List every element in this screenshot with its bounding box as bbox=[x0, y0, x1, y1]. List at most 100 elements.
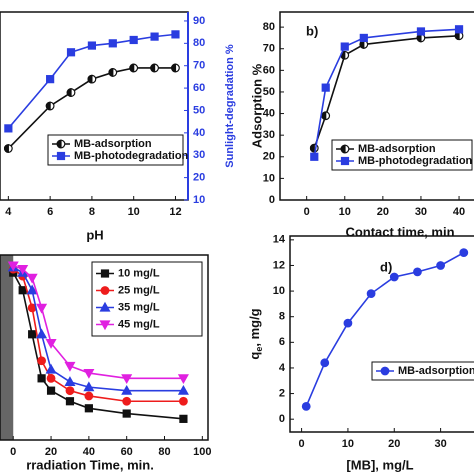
x-tick-label: 40 bbox=[83, 446, 95, 458]
legend-box bbox=[47, 134, 184, 166]
marker bbox=[171, 30, 180, 39]
marker-half bbox=[340, 144, 346, 154]
marker-half bbox=[171, 63, 177, 73]
marker-half bbox=[108, 68, 114, 77]
y-tick-label: 4 bbox=[279, 362, 286, 374]
legend-box bbox=[91, 261, 203, 337]
marker bbox=[64, 376, 76, 386]
y-tick-label: 40 bbox=[263, 107, 275, 119]
y-tick-label: 2 bbox=[279, 387, 285, 399]
marker bbox=[359, 33, 368, 43]
marker-half bbox=[129, 63, 135, 73]
x-tick-label: 0 bbox=[299, 438, 305, 450]
y2-tick-label: 80 bbox=[193, 37, 205, 49]
x-tick-label: 100 bbox=[193, 446, 211, 458]
marker bbox=[179, 396, 188, 406]
y2-axis-label: Sunlight-degradation % bbox=[224, 44, 236, 168]
x-tick-label: 20 bbox=[377, 206, 389, 218]
marker bbox=[321, 83, 330, 92]
marker bbox=[459, 248, 469, 258]
panel-label: b) bbox=[306, 23, 318, 38]
marker bbox=[454, 25, 464, 34]
series-line bbox=[305, 251, 465, 407]
y-tick-label: 50 bbox=[263, 86, 275, 98]
panel-label: d) bbox=[380, 259, 392, 274]
x-tick-label: 12 bbox=[169, 206, 181, 218]
marker bbox=[413, 267, 422, 277]
marker bbox=[87, 74, 97, 84]
x-tick-label: 6 bbox=[47, 206, 53, 218]
x-tick-label: 30 bbox=[434, 438, 446, 450]
marker bbox=[122, 396, 132, 406]
marker bbox=[177, 374, 189, 385]
marker bbox=[37, 356, 46, 366]
y-tick-label: 30 bbox=[263, 129, 275, 141]
legend-label: 35 mg/L bbox=[118, 301, 160, 313]
x-tick-label: 80 bbox=[158, 446, 170, 458]
legend-box bbox=[371, 361, 474, 381]
marker bbox=[45, 101, 55, 111]
y-axis-label: qe, mg/g bbox=[247, 308, 264, 359]
y2-tick-label: 10 bbox=[193, 194, 205, 206]
legend-marker bbox=[56, 151, 66, 161]
plot-frame bbox=[279, 11, 474, 201]
marker bbox=[66, 48, 76, 57]
x-tick-label: 10 bbox=[342, 438, 354, 450]
marker bbox=[26, 284, 38, 295]
marker bbox=[83, 368, 95, 379]
y2-tick-label: 90 bbox=[193, 15, 205, 27]
plot-frame bbox=[0, 254, 209, 441]
y-tick-label: 10 bbox=[263, 172, 275, 184]
marker bbox=[84, 391, 94, 401]
x-axis-label: pH bbox=[86, 227, 103, 242]
x-tick-label: 10 bbox=[339, 206, 351, 218]
marker bbox=[320, 358, 330, 368]
y-tick-label: 20 bbox=[263, 151, 275, 163]
y-tick-label: 14 bbox=[273, 234, 286, 246]
marker bbox=[436, 261, 446, 270]
marker bbox=[301, 401, 311, 411]
y-axis-label-part: , mg/g bbox=[247, 308, 262, 346]
marker bbox=[129, 63, 139, 73]
x-tick-label: 20 bbox=[45, 446, 57, 458]
y-axis-label: Adsorption % bbox=[249, 63, 264, 148]
legend-label: MB-adsorption bbox=[358, 143, 436, 155]
marker bbox=[26, 273, 38, 284]
marker bbox=[416, 33, 426, 43]
marker bbox=[84, 404, 93, 413]
marker-half bbox=[321, 111, 327, 121]
legend-marker bbox=[100, 269, 110, 278]
y-tick-label: 60 bbox=[263, 64, 275, 76]
x-tick-label: 0 bbox=[10, 446, 16, 458]
x-tick-label: 60 bbox=[121, 446, 133, 458]
y-tick-label: 8 bbox=[279, 311, 285, 323]
x-axis-label: Contact time, min bbox=[345, 224, 454, 239]
marker bbox=[343, 318, 353, 328]
marker bbox=[28, 330, 37, 339]
marker bbox=[45, 363, 57, 374]
marker bbox=[121, 374, 133, 385]
marker bbox=[340, 42, 349, 51]
y-tick-label: 12 bbox=[273, 259, 285, 271]
marker-half bbox=[87, 74, 93, 84]
y-tick-label: 0 bbox=[279, 413, 285, 425]
x-tick-label: 40 bbox=[453, 206, 465, 218]
dark-region bbox=[0, 255, 14, 440]
marker bbox=[121, 384, 133, 395]
marker bbox=[177, 384, 189, 395]
marker bbox=[150, 63, 159, 73]
marker-half bbox=[3, 144, 9, 153]
marker bbox=[179, 414, 188, 423]
x-axis-label: [MB], mg/L bbox=[346, 457, 413, 472]
marker bbox=[83, 381, 95, 392]
legend-label: MB-adsorption bbox=[398, 365, 474, 377]
y-tick-label: 0 bbox=[269, 194, 275, 206]
marker-half bbox=[150, 63, 156, 73]
marker bbox=[171, 63, 180, 73]
legend-marker bbox=[100, 286, 110, 295]
y-tick-label: 6 bbox=[279, 336, 285, 348]
marker bbox=[416, 27, 426, 36]
legend-label: MB-adsorption bbox=[74, 138, 152, 150]
marker-half bbox=[309, 143, 315, 153]
